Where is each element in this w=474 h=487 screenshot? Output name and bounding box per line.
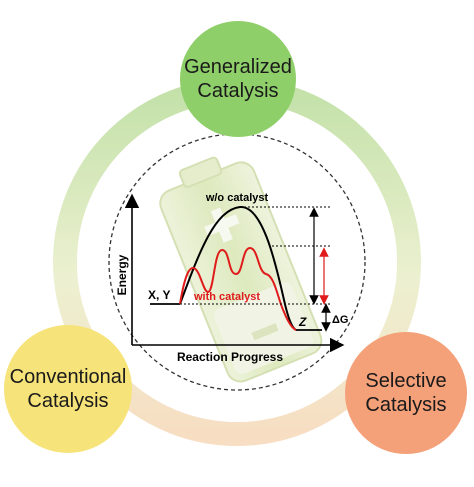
catalyzed-curve: [179, 246, 297, 331]
conventional-catalysis-line1: Conventional: [9, 366, 127, 388]
selective-catalysis-line2: Catalysis: [365, 394, 447, 416]
selective-catalysis-line1: Selective: [365, 370, 447, 392]
reactant-label: X, Y: [148, 288, 170, 302]
conventional-catalysis-bubble: Conventional Catalysis: [4, 325, 132, 453]
x-axis-label: Reaction Progress: [177, 350, 283, 364]
conventional-catalysis-line2: Catalysis: [27, 390, 109, 412]
delta-g-label: ΔG: [332, 314, 348, 326]
selective-catalysis-bubble: Selective Catalysis: [345, 332, 467, 454]
y-axis-label: Energy: [115, 254, 129, 295]
product-label: Z: [298, 315, 307, 329]
uncatalyzed-label: w/o catalyst: [205, 192, 269, 204]
generalized-catalysis-line2: Catalysis: [197, 80, 279, 102]
generalized-catalysis-bubble: Generalized Catalysis: [180, 21, 296, 137]
battery-illustration: [159, 156, 323, 383]
uncatalyzed-curve: [179, 205, 297, 331]
catalyzed-label: with catalyst: [193, 291, 260, 303]
generalized-catalysis-line1: Generalized: [184, 56, 292, 78]
